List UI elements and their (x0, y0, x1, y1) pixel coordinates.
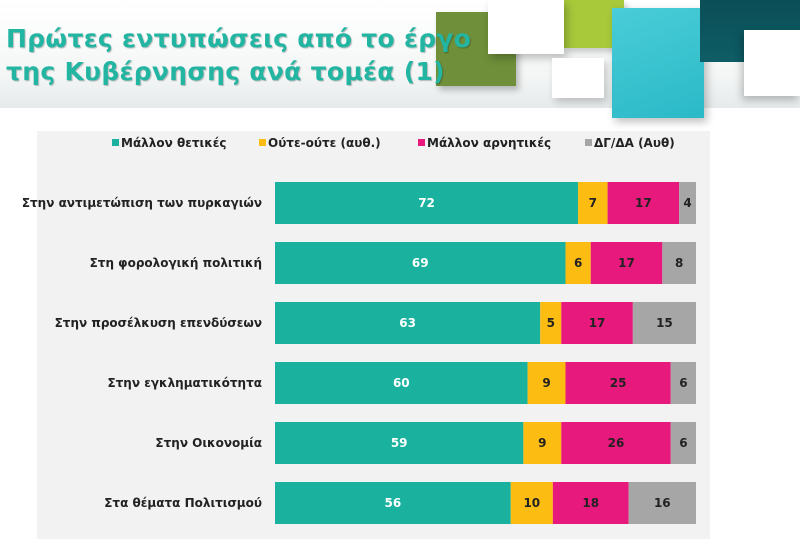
title-line-1: Πρώτες εντυπώσεις από το έργο (6, 24, 472, 53)
bar-segment-r6-s3 (552, 482, 629, 524)
data-label-r6-s2: 10 (523, 496, 540, 510)
data-label-r2-s3: 17 (618, 256, 635, 270)
title-line-2: της Κυβέρνησης ανά τομέα (1) (6, 57, 445, 86)
bar-segment-r2-s2 (565, 242, 591, 284)
category-label-6: Στα θέματα Πολιτισμού (104, 496, 262, 510)
bar-segment-r1-s3 (607, 182, 680, 224)
bar-segment-r3-s2 (540, 302, 562, 344)
page-title: Πρώτες εντυπώσεις από το έργο της Κυβέρν… (6, 22, 471, 88)
legend-swatch-1 (112, 139, 119, 146)
data-label-r3-s4: 15 (656, 316, 673, 330)
bar-segment-r6-s1 (275, 482, 511, 524)
bar-segment-r3-s4 (632, 302, 696, 344)
bar-segment-r2-s1 (275, 242, 566, 284)
data-label-r5-s2: 9 (538, 436, 546, 450)
bar-segment-r1-s2 (578, 182, 608, 224)
bar-segment-r5-s1 (275, 422, 524, 464)
legend-label-2: Ούτε-ούτε (αυθ.) (268, 136, 381, 150)
legend-label-1: Μάλλον θετικές (121, 136, 227, 150)
category-label-1: Στην αντιμετώπιση των πυρκαγιών (22, 196, 262, 210)
data-label-r6-s1: 56 (385, 496, 402, 510)
bar-segment-r4-s2 (527, 362, 566, 404)
data-label-r4-s1: 60 (393, 376, 410, 390)
legend-swatch-2 (259, 139, 266, 146)
bar-segment-r5-s4 (670, 422, 696, 464)
data-label-r1-s2: 7 (589, 196, 597, 210)
bar-segment-r2-s3 (590, 242, 663, 284)
category-label-3: Στην προσέλκυση επενδύσεων (55, 316, 262, 330)
decor-square-white-1 (488, 0, 564, 54)
data-label-r3-s1: 63 (399, 316, 416, 330)
data-label-r3-s3: 17 (589, 316, 606, 330)
decor-square-white-2 (744, 30, 800, 96)
bar-segment-r2-s4 (662, 242, 696, 284)
decor-square-white-3 (552, 58, 604, 98)
data-label-r6-s3: 18 (582, 496, 599, 510)
data-label-r5-s1: 59 (391, 436, 408, 450)
category-label-4: Στην εγκληματικότητα (107, 376, 262, 390)
bar-segment-r4-s3 (565, 362, 671, 404)
bar-segment-r3-s3 (561, 302, 633, 344)
data-label-r2-s2: 6 (574, 256, 582, 270)
legend-label-4: ΔΓ/ΔΑ (Αυθ) (594, 136, 675, 150)
bar-segment-r1-s1 (275, 182, 579, 224)
bar-segment-r3-s1 (275, 302, 541, 344)
decor-square-teal (612, 8, 704, 118)
bar-segment-r6-s4 (628, 482, 696, 524)
data-label-r5-s3: 26 (608, 436, 625, 450)
data-label-r1-s4: 4 (683, 196, 691, 210)
data-label-r4-s3: 25 (610, 376, 627, 390)
data-label-r1-s1: 72 (418, 196, 435, 210)
bar-segment-r5-s3 (561, 422, 671, 464)
bar-segment-r1-s4 (679, 182, 696, 224)
data-label-r1-s3: 17 (635, 196, 652, 210)
data-label-r6-s4: 16 (654, 496, 671, 510)
category-label-5: Στην Οικονομία (155, 436, 262, 450)
category-label-2: Στη φορολογική πολιτική (90, 256, 262, 270)
bar-segment-r4-s4 (670, 362, 696, 404)
data-label-r3-s2: 5 (547, 316, 555, 330)
bar-segment-r5-s2 (523, 422, 562, 464)
legend-swatch-3 (418, 139, 425, 146)
data-label-r2-s1: 69 (412, 256, 429, 270)
data-label-r4-s4: 6 (679, 376, 687, 390)
bar-segment-r4-s1 (275, 362, 528, 404)
data-label-r4-s2: 9 (542, 376, 550, 390)
legend-label-3: Μάλλον αρνητικές (427, 136, 551, 150)
data-label-r2-s4: 8 (675, 256, 683, 270)
data-label-r5-s4: 6 (679, 436, 687, 450)
legend-swatch-4 (585, 139, 592, 146)
bar-segment-r6-s2 (510, 482, 553, 524)
